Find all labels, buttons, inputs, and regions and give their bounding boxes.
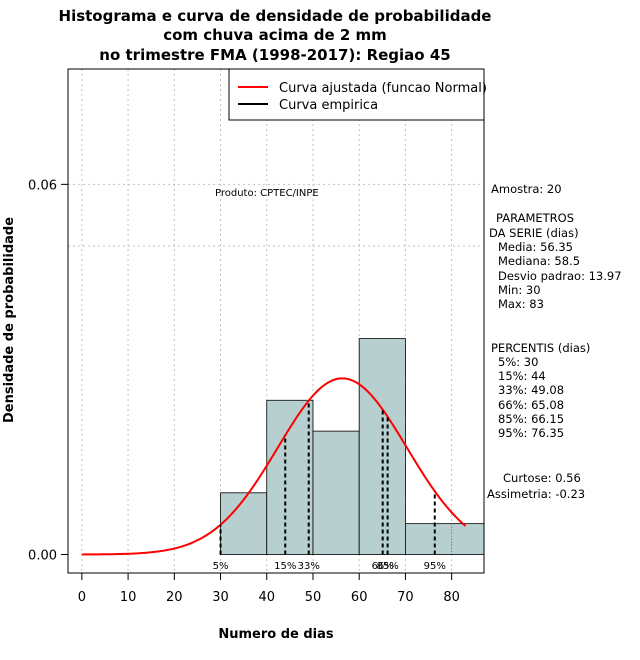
stat-desvio: Desvio padrao: 13.97 <box>498 269 622 283</box>
legend-box <box>228 68 485 121</box>
x-tick-label: 10 <box>120 590 137 605</box>
stat-perc-title: PERCENTIS (dias) <box>491 341 590 355</box>
chart-title-line-1: Histograma e curva de densidade de proba… <box>59 7 492 25</box>
percentile-label: 66% <box>372 561 394 572</box>
stat-max: Max: 83 <box>498 297 544 311</box>
stat-param-title-2: DA SERIE (dias) <box>489 226 579 240</box>
percentile-label: 5% <box>213 561 229 572</box>
percentile-label: 85% <box>377 561 399 572</box>
percentile-label: 15% <box>274 561 296 572</box>
stat-p85: 85%: 66.15 <box>498 412 564 426</box>
x-tick-label: 70 <box>397 590 414 605</box>
chart-title-line-3: no trimestre FMA (1998-2017): Regiao 45 <box>99 46 450 64</box>
x-tick-label: 0 <box>78 590 86 605</box>
y-tick-label: 0.00 <box>28 548 57 563</box>
histogram-bars <box>220 338 485 555</box>
y-axis: 0.00 0.06 <box>28 178 69 563</box>
stats-panel: Amostra: 20 PARAMETROS DA SERIE (dias) M… <box>487 182 622 501</box>
percentile-label: 95% <box>424 561 446 572</box>
x-tick-label: 40 <box>258 590 275 605</box>
stat-curtose: Curtose: 0.56 <box>503 471 581 485</box>
x-axis: 0 10 20 30 40 50 60 70 80 <box>78 572 460 605</box>
percentile-marks: 5% 15% 33% 66%85% 95% <box>213 400 446 572</box>
legend: Curva ajustada (funcao Normal) Curva emp… <box>228 68 487 121</box>
stat-mediana: Mediana: 58.5 <box>498 254 580 268</box>
x-tick-label: 60 <box>351 590 368 605</box>
x-tick-label: 30 <box>212 590 229 605</box>
legend-label-normal: Curva ajustada (funcao Normal) <box>279 81 487 96</box>
x-axis-label: Numero de dias <box>218 627 334 642</box>
normal-fit-curve <box>81 377 467 556</box>
histogram-bar <box>266 399 314 555</box>
stat-p5: 5%: 30 <box>498 355 538 369</box>
product-label: Produto: CPTEC/INPE <box>215 188 319 199</box>
x-tick-label: 20 <box>166 590 183 605</box>
stat-p15: 15%: 44 <box>498 369 546 383</box>
stat-param-title-1: PARAMETROS <box>496 211 574 225</box>
stat-p33: 33%: 49.08 <box>498 383 564 397</box>
y-tick-label: 0.06 <box>28 178 57 193</box>
stat-assimetria: Assimetria: -0.23 <box>487 487 585 501</box>
x-tick-label: 50 <box>305 590 322 605</box>
histogram-bar <box>405 523 485 555</box>
percentile-label: 33% <box>298 561 320 572</box>
chart-title-line-2: com chuva acima de 2 mm <box>163 26 387 44</box>
stat-media: Media: 56.35 <box>498 240 573 254</box>
histogram-bar <box>312 430 360 555</box>
legend-label-empirical: Curva empirica <box>279 98 378 113</box>
histogram-bar <box>220 492 268 555</box>
stat-min: Min: 30 <box>498 283 541 297</box>
stat-amostra: Amostra: 20 <box>491 182 562 196</box>
stat-p95: 95%: 76.35 <box>498 426 564 440</box>
stat-p66: 66%: 65.08 <box>498 398 564 412</box>
x-tick-label: 80 <box>443 590 460 605</box>
y-axis-label: Densidade de probabilidade <box>2 217 17 423</box>
